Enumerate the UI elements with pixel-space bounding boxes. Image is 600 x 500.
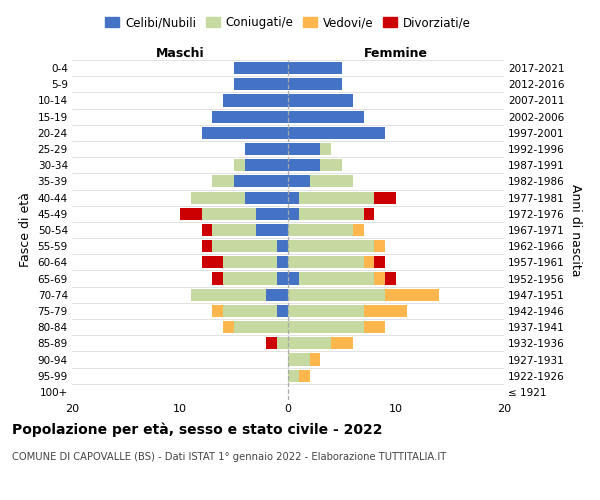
Bar (288, 321, 364, 333)
Bar (299, 208, 364, 220)
Bar (191, 288, 266, 301)
Bar (288, 256, 364, 268)
Bar (299, 272, 374, 284)
Text: Maschi: Maschi (155, 47, 205, 60)
Bar (266, 288, 288, 301)
Bar (374, 240, 385, 252)
Bar (277, 338, 288, 349)
Bar (385, 288, 439, 301)
Bar (288, 192, 299, 203)
Bar (245, 192, 288, 203)
Bar (245, 159, 288, 172)
Bar (212, 224, 256, 236)
Text: Popolazione per età, sesso e stato civile - 2022: Popolazione per età, sesso e stato civil… (12, 422, 383, 437)
Bar (277, 305, 288, 317)
Bar (374, 272, 385, 284)
Bar (288, 127, 385, 139)
Bar (288, 159, 320, 172)
Bar (234, 62, 288, 74)
Bar (202, 240, 212, 252)
Bar (288, 78, 342, 90)
Text: COMUNE DI CAPOVALLE (BS) - Dati ISTAT 1° gennaio 2022 - Elaborazione TUTTITALIA.: COMUNE DI CAPOVALLE (BS) - Dati ISTAT 1°… (12, 452, 446, 462)
Bar (353, 224, 364, 236)
Bar (234, 78, 288, 90)
Bar (256, 208, 288, 220)
Bar (223, 94, 288, 106)
Bar (202, 208, 256, 220)
Bar (234, 159, 245, 172)
Bar (212, 110, 288, 122)
Bar (374, 192, 396, 203)
Bar (256, 224, 288, 236)
Bar (310, 354, 320, 366)
Bar (364, 305, 407, 317)
Y-axis label: Anni di nascita: Anni di nascita (569, 184, 581, 276)
Bar (234, 321, 288, 333)
Bar (364, 256, 374, 268)
Bar (212, 176, 234, 188)
Bar (223, 305, 277, 317)
Text: Femmine: Femmine (364, 47, 428, 60)
Bar (299, 370, 310, 382)
Bar (288, 338, 331, 349)
Bar (288, 288, 385, 301)
Bar (364, 321, 385, 333)
Legend: Celibi/Nubili, Coniugati/e, Vedovi/e, Divorziati/e: Celibi/Nubili, Coniugati/e, Vedovi/e, Di… (100, 12, 476, 34)
Bar (288, 208, 299, 220)
Bar (223, 256, 277, 268)
Bar (288, 110, 364, 122)
Bar (277, 256, 288, 268)
Bar (277, 272, 288, 284)
Bar (202, 256, 223, 268)
Bar (299, 192, 374, 203)
Bar (245, 143, 288, 155)
Bar (288, 62, 342, 74)
Bar (320, 143, 331, 155)
Bar (288, 354, 310, 366)
Bar (385, 272, 396, 284)
Bar (374, 256, 385, 268)
Bar (288, 240, 374, 252)
Bar (234, 176, 288, 188)
Bar (202, 224, 212, 236)
Bar (288, 224, 353, 236)
Bar (288, 143, 320, 155)
Bar (266, 338, 277, 349)
Bar (288, 370, 299, 382)
Bar (223, 272, 277, 284)
Bar (223, 321, 234, 333)
Y-axis label: Fasce di età: Fasce di età (19, 192, 32, 268)
Bar (191, 192, 245, 203)
Bar (288, 176, 310, 188)
Bar (180, 208, 202, 220)
Bar (212, 305, 223, 317)
Bar (212, 272, 223, 284)
Bar (320, 159, 342, 172)
Bar (212, 240, 277, 252)
Bar (288, 272, 299, 284)
Bar (288, 305, 364, 317)
Bar (310, 176, 353, 188)
Bar (364, 208, 374, 220)
Bar (202, 127, 288, 139)
Bar (277, 240, 288, 252)
Bar (331, 338, 353, 349)
Bar (288, 94, 353, 106)
